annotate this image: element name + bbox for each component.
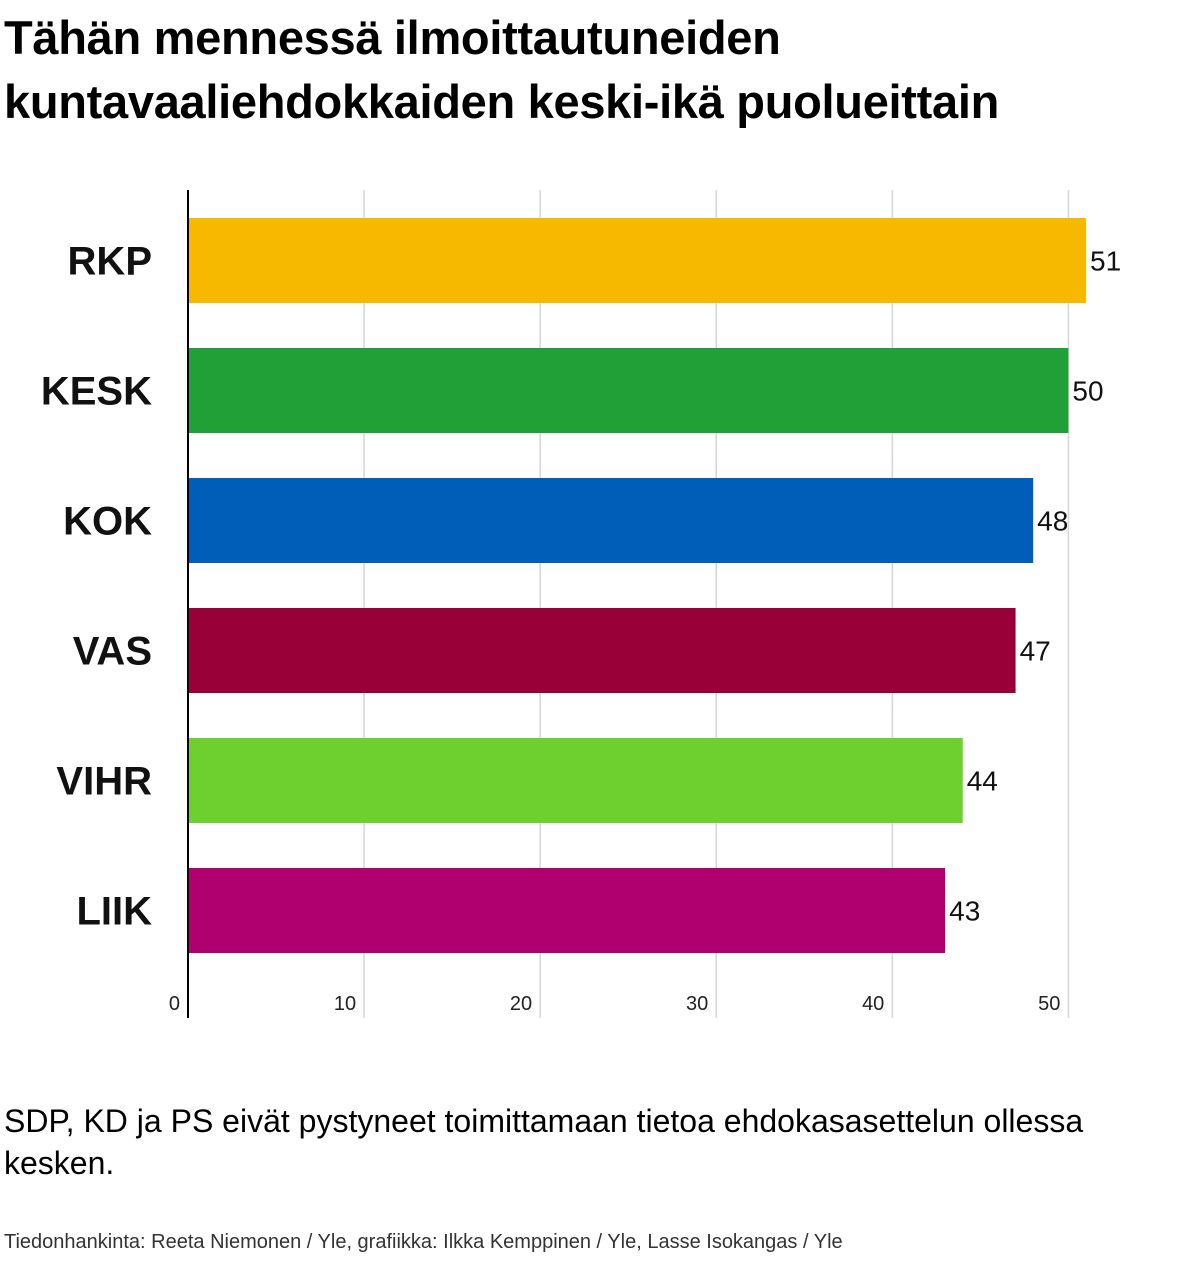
x-tick-label: 30 — [686, 993, 708, 1015]
x-tick-label: 50 — [1038, 993, 1060, 1015]
category-label: RKP — [68, 240, 152, 284]
bar-kok — [188, 478, 1034, 563]
bars — [188, 218, 1086, 953]
value-label: 43 — [949, 896, 980, 927]
chart-note: SDP, KD ja PS eivät pystyneet toimittama… — [4, 1103, 1084, 1181]
chart-source: Tiedonhankinta: Reeta Niemonen / Yle, gr… — [4, 1231, 843, 1253]
x-tick-label: 0 — [169, 993, 180, 1015]
value-label: 50 — [1072, 376, 1103, 407]
category-label: KOK — [63, 500, 152, 544]
chart-title: Tähän mennessä ilmoittautuneiden kuntava… — [4, 11, 1000, 128]
category-label: VAS — [73, 630, 152, 674]
x-tick-label: 40 — [862, 993, 884, 1015]
labels: 0 10 20 30 40 50 RKP 51 KESK 50 KOK 48 VAS 47 VIHR 44 LI… — [41, 240, 1121, 1016]
bar-kesk — [188, 348, 1069, 433]
category-label: VIHR — [56, 760, 152, 804]
value-label: 47 — [1020, 636, 1051, 667]
value-label: 51 — [1090, 246, 1121, 277]
x-tick-label: 10 — [334, 993, 356, 1015]
category-label: KESK — [41, 370, 152, 414]
category-label: LIIK — [76, 890, 152, 934]
bar-vas — [188, 608, 1016, 693]
value-label: 48 — [1037, 506, 1068, 537]
bar-chart: 0 10 20 30 40 50 RKP 51 KESK 50 KOK 48 VAS 47 VIHR 44 LI… — [41, 190, 1121, 1018]
bar-vihr — [188, 738, 963, 823]
x-tick-label: 20 — [510, 993, 532, 1015]
bar-liik — [188, 868, 946, 953]
value-label: 44 — [967, 766, 998, 797]
bar-rkp — [188, 218, 1086, 303]
